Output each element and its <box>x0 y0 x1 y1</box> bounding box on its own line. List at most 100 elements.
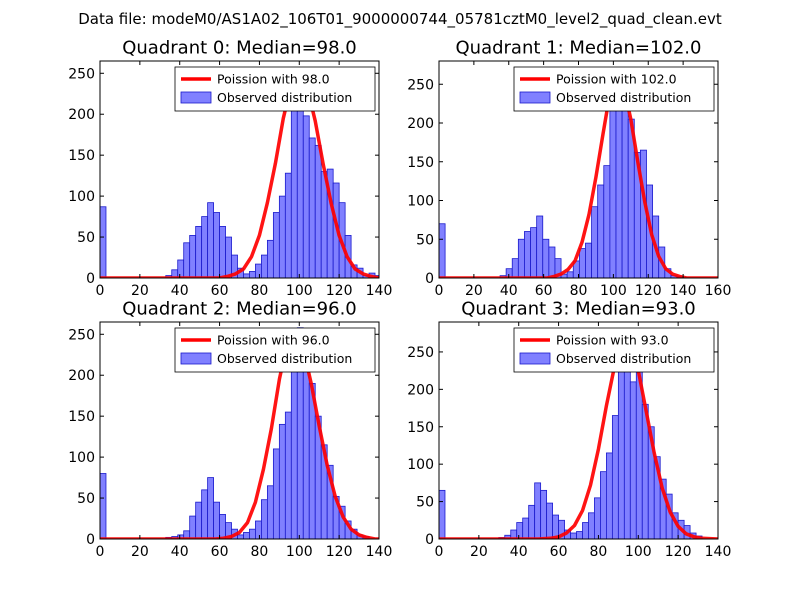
quadrant-0-hist-bar <box>100 206 107 278</box>
x-tick-label: 40 <box>171 544 189 560</box>
quadrant-3-title: Quadrant 3: Median=93.0 <box>461 299 696 320</box>
legend-hist-swatch <box>180 352 212 365</box>
quadrant-3-hist-bar <box>617 366 625 539</box>
quadrant-0-panel: Quadrant 0: Median=98.0 0 20 40 60 80 100 120 1… <box>68 38 392 300</box>
legend-hist-swatch <box>180 91 212 104</box>
quadrant-2-title: Quadrant 2: Median=96.0 <box>122 299 357 320</box>
legend-hist-swatch <box>519 352 551 365</box>
quadrant-0-hist-bar <box>266 239 274 278</box>
quadrant-0-hist-bar <box>225 236 232 278</box>
quadrant-2-hist-bar <box>249 528 256 539</box>
x-tick-label: 100 <box>286 544 313 560</box>
quadrant-2-hist-bar <box>237 534 244 539</box>
y-tick-label: 150 <box>407 420 434 436</box>
quadrant-1-hist-bar <box>609 91 617 278</box>
quadrant-2-hist-bar <box>272 448 280 539</box>
quadrant-3-hist-bar <box>611 415 619 539</box>
legend-line-label: Poission with 93.0 <box>556 333 669 348</box>
quadrant-0-hist-bar <box>261 254 268 278</box>
quadrant-3-axes-frame <box>438 321 719 540</box>
quadrant-0-hist-bar <box>272 212 280 278</box>
quadrant-1-hist-bar <box>439 223 446 278</box>
quadrant-0-hist-bar <box>314 144 322 278</box>
x-tick-label: 80 <box>251 283 269 299</box>
quadrant-3-legend: Poission with 93.0 Observed distribution <box>513 327 715 373</box>
x-tick-label: 80 <box>251 544 269 560</box>
quadrant-1-hist-bar <box>578 248 586 278</box>
quadrant-3-hist-bar <box>540 489 548 539</box>
quadrant-1-hist-bar <box>591 206 599 278</box>
x-tick-label: 140 <box>705 544 732 560</box>
quadrant-0-hist-bar <box>243 273 250 278</box>
x-tick-label: 40 <box>510 544 528 560</box>
quadrant-0-hist-bar <box>195 226 203 278</box>
x-tick-label: 60 <box>211 544 229 560</box>
quadrant-2-hist-bar <box>278 423 286 539</box>
quadrant-0-hist-bar <box>278 195 286 278</box>
x-tick-label: 100 <box>625 544 652 560</box>
quadrant-0-title: Quadrant 0: Median=98.0 <box>122 38 357 59</box>
legend-box <box>174 66 376 112</box>
x-tick-label: 140 <box>366 544 393 560</box>
x-tick-label: 20 <box>470 544 488 560</box>
x-tick-label: 140 <box>670 283 697 299</box>
quadrant-3-hist-bar <box>528 504 536 539</box>
legend-box <box>513 66 715 112</box>
y-tick-label: 50 <box>416 232 434 248</box>
quadrant-1-hist-bar <box>603 165 611 278</box>
legend-line-label: Poission with 96.0 <box>217 333 330 348</box>
quadrant-1-hist-bar <box>566 271 574 278</box>
y-tick-label: 100 <box>68 189 95 205</box>
quadrant-3-hist-bar <box>606 452 613 539</box>
quadrant-0-hist-bar <box>177 259 185 278</box>
quadrant-1-hist-bar <box>621 87 629 278</box>
quadrant-0-hist-bar <box>249 271 256 278</box>
y-tick-label: 200 <box>68 368 95 384</box>
x-tick-label: 60 <box>550 544 568 560</box>
quadrant-2-axes-frame <box>99 321 380 540</box>
y-tick-label: 100 <box>68 450 95 466</box>
x-tick-label: 100 <box>286 283 313 299</box>
quadrant-3-hist-bar <box>516 522 524 539</box>
x-tick-label: 120 <box>326 283 353 299</box>
x-tick-label: 120 <box>635 283 662 299</box>
y-tick-label: 250 <box>68 327 95 343</box>
quadrant-0-hist-bar <box>308 137 316 278</box>
quadrant-0-hist-bar <box>290 85 298 278</box>
quadrant-2-hist-bar <box>261 499 268 539</box>
x-tick-label: 80 <box>570 283 588 299</box>
y-tick-label: 150 <box>68 409 95 425</box>
x-tick-label: 80 <box>590 544 608 560</box>
quadrant-3-hist-bar <box>534 482 542 539</box>
x-tick-label: 160 <box>705 283 732 299</box>
y-tick-label: 0 <box>86 532 95 548</box>
y-tick-label: 200 <box>407 116 434 132</box>
figure-title: Data file: modeM0/AS1A02_106T01_90000007… <box>78 10 722 29</box>
quadrant-3-hist-bar <box>623 362 631 539</box>
quadrant-2-hist-bar <box>201 489 209 539</box>
quadrant-1-hist-bar <box>554 258 562 278</box>
quadrant-1-hist-bar <box>548 246 556 278</box>
x-tick-label: 0 <box>435 544 444 560</box>
quadrant-3-hist-bar <box>570 532 577 539</box>
legend-hist-label: Observed distribution <box>217 351 352 366</box>
quadrant-3-hist-bar <box>594 497 601 539</box>
quadrant-1-hist-bar <box>585 242 592 278</box>
quadrant-3-panel: Quadrant 3: Median=93.0 0 20 40 60 80 100 120 1… <box>407 299 731 561</box>
legend-hist-label: Observed distribution <box>556 90 691 105</box>
quadrant-2-hist-bar <box>189 515 197 539</box>
y-tick-label: 250 <box>407 345 434 361</box>
quadrant-1-hist-bar <box>511 258 519 278</box>
quadrant-0-hist-bar <box>231 254 238 278</box>
quadrant-1-hist-bar <box>524 231 531 278</box>
quadrant-2-hist-bar <box>207 477 214 539</box>
quadrant-3-hist-bar <box>576 531 583 539</box>
quadrant-2-hist-bar <box>255 520 262 539</box>
y-tick-label: 150 <box>68 148 95 164</box>
quadrant-1-panel: Quadrant 1: Median=102.0 0 20 40 60 80 100 120… <box>407 38 731 300</box>
quadrant-3-hist-bar <box>582 522 589 539</box>
x-tick-label: 40 <box>171 283 189 299</box>
quadrant-3-hist-bar <box>546 502 553 539</box>
x-tick-label: 20 <box>131 283 149 299</box>
y-tick-label: 200 <box>407 382 434 398</box>
